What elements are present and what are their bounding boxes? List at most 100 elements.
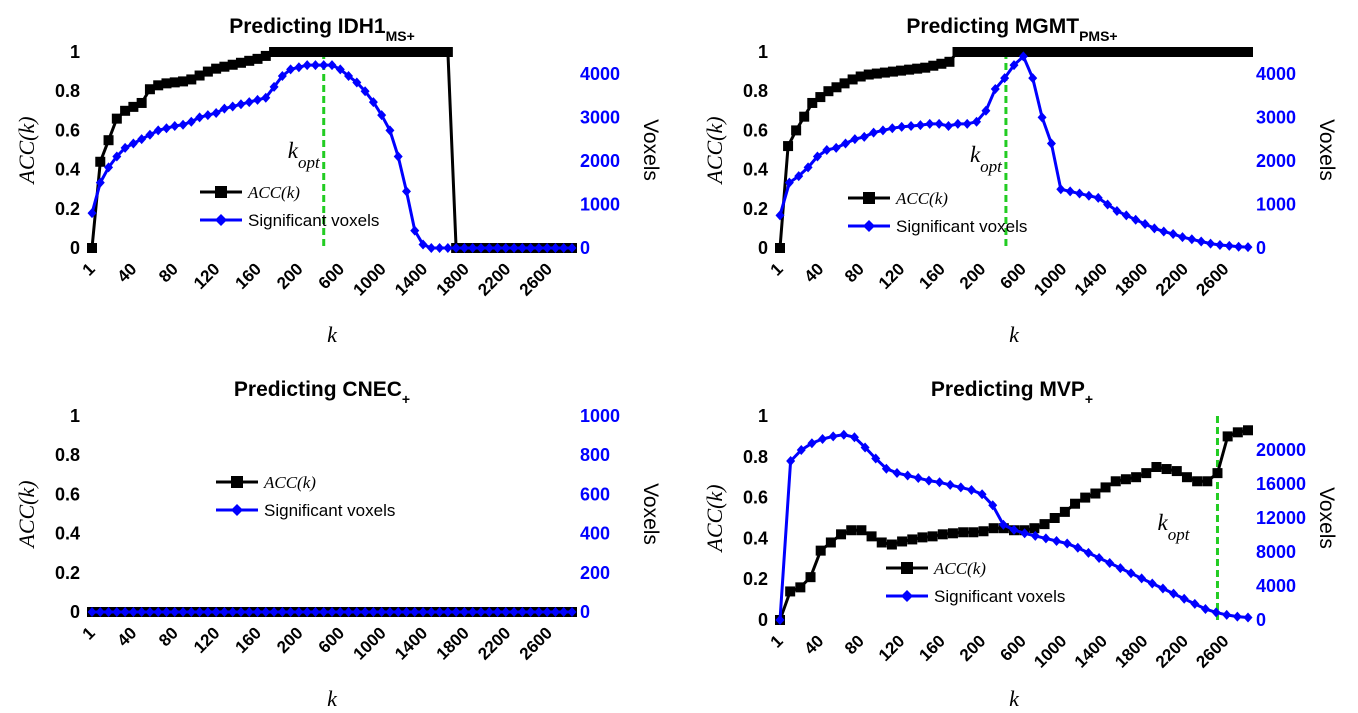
voxels-point bbox=[794, 171, 804, 182]
k-opt-main: k bbox=[288, 138, 299, 163]
voxels-point bbox=[476, 607, 486, 617]
voxels-point bbox=[775, 210, 785, 221]
acc-point bbox=[202, 66, 213, 77]
acc-point bbox=[1110, 476, 1121, 487]
acc-point bbox=[1243, 425, 1253, 436]
voxels-point bbox=[1232, 611, 1242, 622]
voxels-point bbox=[887, 123, 897, 134]
voxels-point bbox=[153, 125, 163, 136]
voxels-point bbox=[828, 431, 838, 442]
x-tick-label: 1 bbox=[79, 259, 99, 279]
voxels-point bbox=[426, 607, 436, 617]
y-tick-label: 0 bbox=[758, 610, 768, 630]
y2-tick-label: 16000 bbox=[1256, 474, 1306, 494]
voxels-point bbox=[219, 103, 229, 114]
acc-point bbox=[351, 47, 362, 57]
k-opt-annotation: kopt bbox=[1158, 510, 1191, 544]
voxels-point bbox=[1028, 73, 1038, 84]
chart-title-main: Predicting CNEC bbox=[234, 378, 402, 401]
voxels-point bbox=[451, 243, 461, 253]
acc-point bbox=[1033, 47, 1044, 57]
acc-point bbox=[343, 47, 354, 57]
voxels-point bbox=[1073, 542, 1083, 553]
voxels-point bbox=[112, 607, 122, 617]
y-tick-label: 0.2 bbox=[743, 199, 768, 219]
voxels-point bbox=[145, 607, 155, 617]
voxels-point bbox=[286, 64, 296, 75]
acc-point bbox=[783, 141, 794, 152]
voxels-point bbox=[335, 64, 345, 75]
acc-point bbox=[144, 84, 155, 95]
k-opt-main: k bbox=[970, 142, 981, 167]
voxels-point bbox=[385, 125, 395, 136]
acc-point bbox=[1161, 464, 1172, 475]
acc-point bbox=[376, 47, 387, 57]
y-tick-label: 0.4 bbox=[743, 160, 768, 180]
voxels-point bbox=[385, 607, 395, 617]
acc-point bbox=[927, 531, 938, 542]
legend-acc-label: ACC(k) bbox=[895, 189, 948, 208]
voxels-point bbox=[95, 607, 105, 617]
voxels-point bbox=[786, 456, 796, 467]
voxels-point bbox=[945, 479, 955, 490]
voxels-point bbox=[203, 607, 213, 617]
y-tick-label: 0.2 bbox=[55, 563, 80, 583]
acc-point bbox=[186, 74, 197, 85]
acc-point bbox=[936, 58, 947, 69]
y-tick-label: 1 bbox=[758, 42, 768, 62]
voxels-point bbox=[1093, 192, 1103, 203]
k-opt-sub: opt bbox=[1168, 525, 1191, 544]
legend-voxels-marker bbox=[901, 590, 913, 602]
acc-point bbox=[1181, 472, 1192, 483]
acc-point bbox=[799, 111, 810, 122]
voxels-point bbox=[542, 607, 552, 617]
voxels-point bbox=[418, 607, 428, 617]
acc-point bbox=[1210, 47, 1221, 57]
k-opt-sub: opt bbox=[298, 153, 321, 172]
y2-tick-label: 8000 bbox=[1256, 542, 1296, 562]
voxels-point bbox=[104, 607, 114, 617]
voxels-point bbox=[327, 607, 337, 617]
acc-point bbox=[879, 67, 890, 78]
y2-tick-label: 2000 bbox=[580, 151, 620, 171]
acc-point bbox=[1120, 474, 1131, 485]
voxels-point bbox=[534, 243, 544, 253]
acc-point bbox=[1105, 47, 1116, 57]
voxels-point bbox=[1046, 138, 1056, 149]
x-tick-label: 120 bbox=[190, 259, 223, 292]
legend-voxels-marker bbox=[231, 504, 243, 516]
k-opt-main: k bbox=[1158, 510, 1169, 535]
x-tick-label: 1800 bbox=[1111, 259, 1151, 299]
voxels-point bbox=[897, 121, 907, 132]
voxels-point bbox=[302, 607, 312, 617]
acc-point bbox=[120, 105, 131, 116]
y-tick-label: 1 bbox=[758, 406, 768, 426]
acc-point bbox=[211, 63, 222, 74]
acc-point bbox=[1081, 47, 1092, 57]
y2-axis-label: Voxels bbox=[639, 119, 662, 181]
acc-point bbox=[409, 47, 420, 57]
acc-point bbox=[442, 47, 453, 57]
acc-point bbox=[384, 47, 395, 57]
acc-point bbox=[1138, 47, 1149, 57]
acc-point bbox=[1226, 47, 1237, 57]
legend-voxels-marker bbox=[863, 220, 875, 232]
y2-tick-label: 200 bbox=[580, 563, 610, 583]
voxels-point bbox=[1115, 563, 1125, 574]
acc-point bbox=[235, 57, 246, 68]
voxels-point bbox=[1020, 528, 1030, 539]
x-tick-label: 1400 bbox=[1071, 259, 1111, 299]
acc-point bbox=[219, 61, 230, 72]
voxels-point bbox=[871, 453, 881, 464]
voxels-point bbox=[443, 607, 453, 617]
voxels-point bbox=[253, 607, 263, 617]
voxels-point bbox=[269, 607, 279, 617]
acc-point bbox=[1131, 472, 1142, 483]
acc-point bbox=[856, 525, 867, 536]
voxels-point bbox=[1234, 241, 1244, 252]
x-tick-label: 40 bbox=[801, 259, 828, 286]
voxels-point bbox=[977, 489, 987, 500]
voxels-point bbox=[526, 607, 536, 617]
voxels-point bbox=[87, 208, 97, 219]
acc-point bbox=[1194, 47, 1205, 57]
